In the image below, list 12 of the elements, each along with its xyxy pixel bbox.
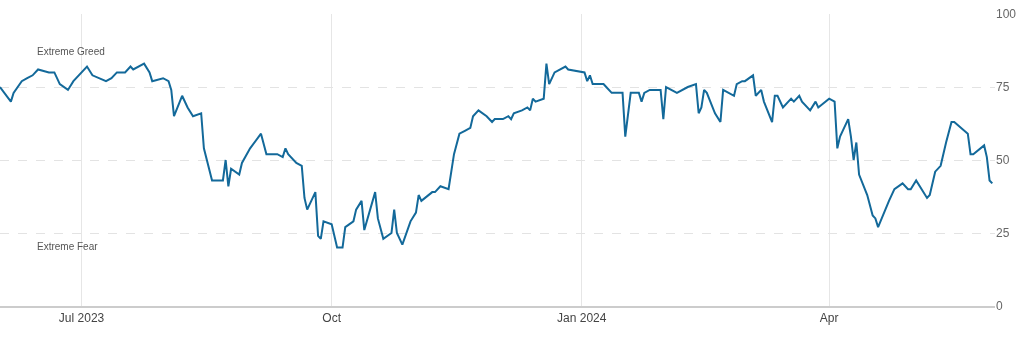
annotation: Extreme Fear	[37, 241, 99, 252]
y-tick-label: 50	[996, 153, 1010, 168]
annotation: Extreme Greed	[37, 46, 105, 57]
line-series	[0, 62, 994, 249]
y-tick-label: 75	[996, 80, 1010, 95]
x-tick-label: Apr	[819, 311, 839, 326]
y-tick-label: 0	[996, 299, 1003, 314]
y-tick-label: 100	[996, 7, 1017, 22]
x-tick-label: Oct	[322, 311, 342, 326]
x-tick-label: Jan 2024	[557, 311, 607, 326]
y-tick-label: 25	[996, 226, 1010, 241]
x-tick-label: Jul 2023	[58, 311, 105, 326]
